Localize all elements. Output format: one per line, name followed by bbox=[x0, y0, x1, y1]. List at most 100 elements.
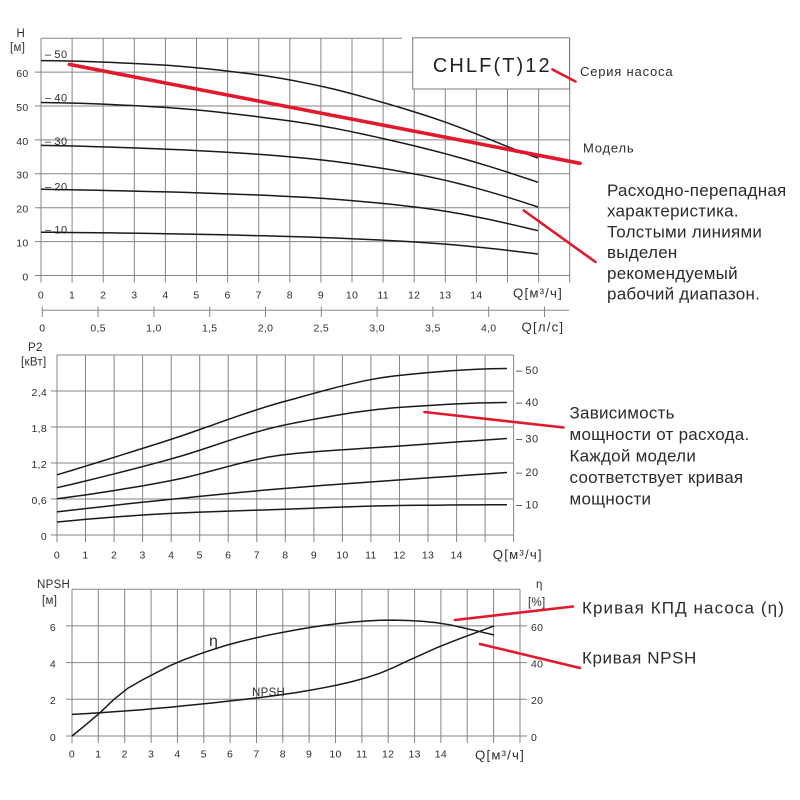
svg-text:η: η bbox=[536, 579, 543, 591]
svg-text:7: 7 bbox=[254, 550, 260, 562]
svg-text:P2: P2 bbox=[28, 342, 43, 354]
svg-text:– 30: – 30 bbox=[516, 434, 539, 446]
svg-text:3,0: 3,0 bbox=[369, 323, 385, 335]
svg-text:12: 12 bbox=[393, 550, 405, 562]
svg-text:Q[м³/ч]: Q[м³/ч] bbox=[493, 547, 543, 562]
svg-text:9: 9 bbox=[311, 550, 317, 562]
svg-text:11: 11 bbox=[377, 290, 389, 302]
svg-text:4: 4 bbox=[50, 659, 56, 671]
svg-text:Q[м³/ч]: Q[м³/ч] bbox=[475, 748, 525, 763]
svg-text:5: 5 bbox=[193, 290, 199, 302]
svg-text:20: 20 bbox=[531, 695, 543, 707]
svg-text:[%]: [%] bbox=[528, 597, 546, 609]
svg-text:6: 6 bbox=[227, 749, 233, 761]
svg-text:4,0: 4,0 bbox=[481, 323, 497, 335]
svg-text:0: 0 bbox=[39, 323, 45, 335]
svg-text:7: 7 bbox=[253, 749, 259, 761]
svg-text:Толстыми линиями: Толстыми линиями bbox=[607, 222, 762, 241]
svg-text:9: 9 bbox=[318, 290, 324, 302]
svg-text:0: 0 bbox=[38, 290, 44, 302]
svg-text:Q[м³/ч]: Q[м³/ч] bbox=[513, 286, 563, 301]
svg-text:– 40: – 40 bbox=[516, 397, 539, 409]
svg-text:CHLF(T)12: CHLF(T)12 bbox=[433, 55, 552, 77]
svg-text:5: 5 bbox=[201, 749, 207, 761]
svg-text:0,5: 0,5 bbox=[90, 323, 106, 335]
svg-text:[м]: [м] bbox=[10, 42, 25, 54]
svg-text:10: 10 bbox=[346, 290, 358, 302]
svg-text:11: 11 bbox=[365, 550, 377, 562]
svg-text:0: 0 bbox=[22, 271, 28, 283]
svg-text:2: 2 bbox=[111, 550, 117, 562]
svg-text:10: 10 bbox=[329, 749, 341, 761]
svg-text:2,0: 2,0 bbox=[258, 323, 274, 335]
svg-text:Кривая КПД насоса (η): Кривая КПД насоса (η) bbox=[582, 599, 785, 618]
svg-text:40: 40 bbox=[16, 136, 28, 148]
svg-text:2: 2 bbox=[122, 749, 128, 761]
svg-text:1,2: 1,2 bbox=[32, 459, 48, 471]
svg-text:3: 3 bbox=[148, 749, 154, 761]
svg-text:1: 1 bbox=[69, 290, 75, 302]
svg-text:3,5: 3,5 bbox=[425, 323, 441, 335]
svg-text:0: 0 bbox=[50, 732, 56, 744]
svg-text:13: 13 bbox=[439, 290, 451, 302]
svg-text:4: 4 bbox=[162, 290, 168, 302]
svg-text:– 10: – 10 bbox=[516, 500, 539, 512]
svg-text:Модель: Модель bbox=[583, 141, 634, 156]
svg-text:– 50: – 50 bbox=[45, 49, 68, 61]
svg-text:2: 2 bbox=[50, 695, 56, 707]
svg-text:Q[л/с]: Q[л/с] bbox=[522, 320, 565, 335]
svg-text:мощности: мощности bbox=[570, 490, 652, 509]
svg-text:2,4: 2,4 bbox=[32, 387, 48, 399]
svg-text:Расходно-перепадная: Расходно-перепадная bbox=[607, 181, 787, 200]
svg-text:Серия насоса: Серия насоса bbox=[580, 64, 673, 79]
svg-text:1: 1 bbox=[82, 550, 88, 562]
svg-text:8: 8 bbox=[287, 290, 293, 302]
svg-text:60: 60 bbox=[16, 68, 28, 80]
svg-text:3: 3 bbox=[140, 550, 146, 562]
svg-text:3: 3 bbox=[131, 290, 137, 302]
svg-text:50: 50 bbox=[16, 102, 28, 114]
svg-text:5: 5 bbox=[197, 550, 203, 562]
svg-text:13: 13 bbox=[422, 550, 434, 562]
svg-text:14: 14 bbox=[435, 749, 447, 761]
svg-text:0: 0 bbox=[54, 550, 60, 562]
svg-text:мощности от расхода.: мощности от расхода. bbox=[570, 425, 750, 444]
svg-text:20: 20 bbox=[16, 204, 28, 216]
svg-text:H: H bbox=[17, 28, 26, 40]
svg-text:– 10: – 10 bbox=[45, 225, 68, 237]
svg-text:1,5: 1,5 bbox=[202, 323, 218, 335]
svg-text:[м]: [м] bbox=[42, 595, 57, 607]
svg-text:0: 0 bbox=[69, 749, 75, 761]
svg-text:Зависимость: Зависимость bbox=[570, 404, 675, 423]
svg-text:8: 8 bbox=[280, 749, 286, 761]
svg-text:0,6: 0,6 bbox=[32, 495, 48, 507]
svg-text:6: 6 bbox=[225, 550, 231, 562]
svg-text:выделен: выделен bbox=[607, 243, 678, 262]
svg-text:[кВт]: [кВт] bbox=[21, 357, 46, 369]
svg-text:12: 12 bbox=[382, 749, 394, 761]
svg-text:4: 4 bbox=[174, 749, 180, 761]
svg-text:1,0: 1,0 bbox=[146, 323, 162, 335]
svg-text:характеристика.: характеристика. bbox=[607, 202, 739, 221]
svg-text:1,8: 1,8 bbox=[32, 423, 48, 435]
svg-text:η: η bbox=[209, 633, 218, 650]
svg-text:4: 4 bbox=[168, 550, 174, 562]
svg-text:14: 14 bbox=[450, 550, 462, 562]
svg-text:Кривая NPSH: Кривая NPSH bbox=[582, 649, 697, 668]
svg-text:2,5: 2,5 bbox=[314, 323, 330, 335]
svg-text:9: 9 bbox=[306, 749, 312, 761]
svg-text:7: 7 bbox=[256, 290, 262, 302]
svg-text:6: 6 bbox=[50, 622, 56, 634]
svg-text:10: 10 bbox=[336, 550, 348, 562]
svg-text:– 20: – 20 bbox=[516, 467, 539, 479]
svg-text:– 20: – 20 bbox=[45, 182, 68, 194]
svg-text:1: 1 bbox=[95, 749, 101, 761]
svg-text:соответствует кривая: соответствует кривая bbox=[570, 468, 744, 487]
svg-text:Каждой модели: Каждой модели bbox=[570, 447, 697, 466]
svg-text:60: 60 bbox=[531, 622, 543, 634]
svg-text:6: 6 bbox=[225, 290, 231, 302]
svg-text:рабочий диапазон.: рабочий диапазон. bbox=[607, 285, 760, 304]
svg-text:рекомендуемый: рекомендуемый bbox=[607, 264, 738, 283]
svg-text:– 40: – 40 bbox=[45, 93, 68, 105]
svg-text:2: 2 bbox=[100, 290, 106, 302]
